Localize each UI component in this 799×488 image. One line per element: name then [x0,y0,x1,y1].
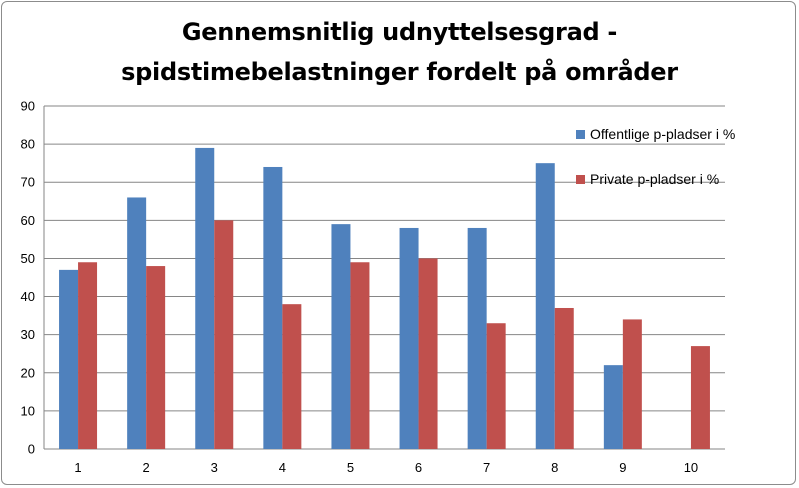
x-tick-label: 4 [279,460,286,475]
legend-swatch [576,175,585,184]
y-tick-label: 10 [21,403,35,418]
legend-label: Offentlige p-pladser i % [590,126,735,142]
legend-label: Private p-pladser i % [590,171,719,187]
bar-series2 [486,323,506,449]
y-tick-label: 20 [21,365,35,380]
bar-series2 [554,307,574,449]
bar-series2 [350,262,370,449]
bar-series1 [535,163,555,449]
x-tick-label: 1 [74,460,81,475]
y-tick-label: 70 [21,175,35,190]
x-tick-label: 3 [211,460,218,475]
bar-series2 [146,266,166,449]
y-tick-label: 60 [21,213,35,228]
y-tick-label: 0 [28,442,35,457]
chart-title-line1: Gennemsnitlig udnyttelsesgrad - [181,18,618,46]
bar-series1 [59,269,79,449]
y-tick-label: 90 [21,99,35,114]
x-tick-label: 6 [415,460,422,475]
bar-series1 [127,197,147,449]
bar-series1 [331,224,351,449]
bar-series2 [622,319,642,449]
x-tick-label: 8 [551,460,558,475]
legend-swatch [576,130,585,139]
x-tick-label: 9 [619,460,626,475]
x-tick-label: 2 [143,460,150,475]
bar-series1 [263,166,283,449]
bar-series1 [399,227,419,449]
y-tick-label: 80 [21,137,35,152]
bar-series2 [78,262,98,449]
bar-series1 [195,147,215,449]
bar-series1 [467,227,487,449]
chart-title-line2: spidstimebelastninger fordelt på områder [121,58,678,86]
x-tick-label: 10 [684,460,698,475]
x-tick-label: 5 [347,460,354,475]
bar-series2 [214,220,234,449]
x-tick-label: 7 [483,460,490,475]
bar-series2 [418,258,438,449]
y-tick-label: 40 [21,289,35,304]
y-tick-label: 50 [21,251,35,266]
y-tick-label: 30 [21,327,35,342]
bar-series2 [282,304,302,449]
bar-series2 [690,346,710,449]
bar-series1 [603,365,623,449]
